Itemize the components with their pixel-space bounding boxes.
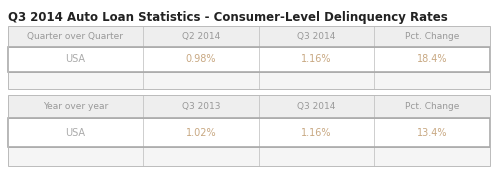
Text: Q3 2014: Q3 2014	[297, 102, 336, 111]
Bar	[8, 47, 490, 72]
Text: 1.16%: 1.16%	[301, 128, 332, 138]
Text: Pct. Change: Pct. Change	[405, 102, 459, 111]
Text: 13.4%: 13.4%	[417, 128, 447, 138]
Text: Q3 2014: Q3 2014	[297, 32, 336, 41]
Text: USA: USA	[65, 54, 86, 64]
Text: Pct. Change: Pct. Change	[405, 32, 459, 41]
Text: 1.16%: 1.16%	[301, 54, 332, 64]
Bar	[8, 26, 490, 89]
Bar	[8, 95, 490, 166]
Bar	[8, 147, 490, 166]
Bar	[8, 118, 490, 147]
Text: Q3 2013: Q3 2013	[182, 102, 220, 111]
Bar	[8, 26, 490, 47]
Text: USA: USA	[65, 128, 86, 138]
Text: Year over year: Year over year	[43, 102, 108, 111]
Text: 0.98%: 0.98%	[186, 54, 216, 64]
Text: Quarter over Quarter: Quarter over Quarter	[27, 32, 124, 41]
Bar	[8, 118, 490, 147]
Bar	[8, 95, 490, 118]
Bar	[8, 72, 490, 89]
Text: Q2 2014: Q2 2014	[182, 32, 220, 41]
Text: 1.02%: 1.02%	[185, 128, 216, 138]
Text: 18.4%: 18.4%	[417, 54, 447, 64]
Bar	[8, 47, 490, 72]
Text: Q3 2014 Auto Loan Statistics - Consumer-Level Delinquency Rates: Q3 2014 Auto Loan Statistics - Consumer-…	[8, 11, 448, 24]
